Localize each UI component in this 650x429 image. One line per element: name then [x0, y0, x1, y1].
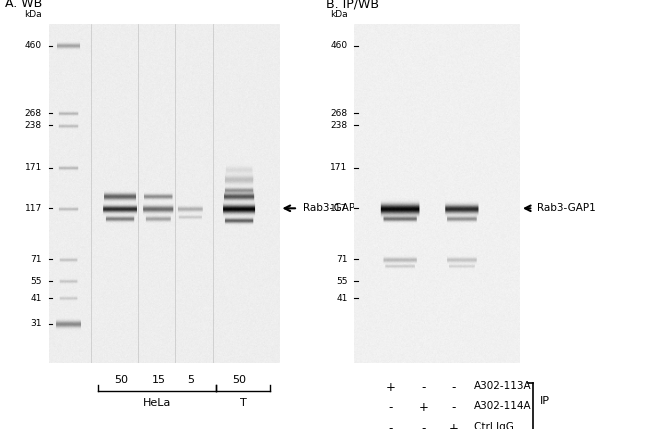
Text: Rab3-GAP1: Rab3-GAP1 — [537, 203, 595, 213]
Text: IP: IP — [540, 396, 550, 407]
Text: HeLa: HeLa — [143, 398, 172, 408]
Text: 460: 460 — [330, 41, 348, 50]
Text: 71: 71 — [336, 255, 348, 264]
Text: 171: 171 — [25, 163, 42, 172]
Text: 55: 55 — [31, 277, 42, 286]
Text: 171: 171 — [330, 163, 348, 172]
Text: 41: 41 — [31, 293, 42, 302]
Text: 71: 71 — [31, 255, 42, 264]
Text: 238: 238 — [25, 121, 42, 130]
Text: kDa: kDa — [330, 9, 348, 18]
Text: 5: 5 — [187, 375, 194, 385]
Text: 268: 268 — [330, 109, 348, 118]
Text: A. WB: A. WB — [5, 0, 42, 10]
Text: +: + — [448, 422, 459, 429]
Text: -: - — [422, 381, 426, 394]
Text: 117: 117 — [330, 204, 348, 213]
Text: 238: 238 — [330, 121, 348, 130]
Text: 15: 15 — [151, 375, 165, 385]
Text: 55: 55 — [336, 277, 348, 286]
Text: 50: 50 — [232, 375, 246, 385]
Text: +: + — [386, 381, 396, 394]
Text: 41: 41 — [336, 293, 348, 302]
Text: B. IP/WB: B. IP/WB — [326, 0, 379, 10]
Text: -: - — [452, 402, 456, 414]
Text: A302-113A: A302-113A — [474, 381, 531, 391]
Text: T: T — [240, 398, 246, 408]
Text: +: + — [419, 402, 429, 414]
Text: 31: 31 — [31, 319, 42, 328]
Text: -: - — [422, 422, 426, 429]
Text: 50: 50 — [114, 375, 129, 385]
Text: -: - — [389, 402, 393, 414]
Text: Ctrl IgG: Ctrl IgG — [474, 422, 514, 429]
Text: -: - — [389, 422, 393, 429]
Text: 117: 117 — [25, 204, 42, 213]
Text: Rab3-GAP1: Rab3-GAP1 — [303, 203, 361, 213]
Text: 460: 460 — [25, 41, 42, 50]
Text: kDa: kDa — [24, 9, 42, 18]
Text: 268: 268 — [25, 109, 42, 118]
Text: A302-114A: A302-114A — [474, 402, 531, 411]
Text: -: - — [452, 381, 456, 394]
